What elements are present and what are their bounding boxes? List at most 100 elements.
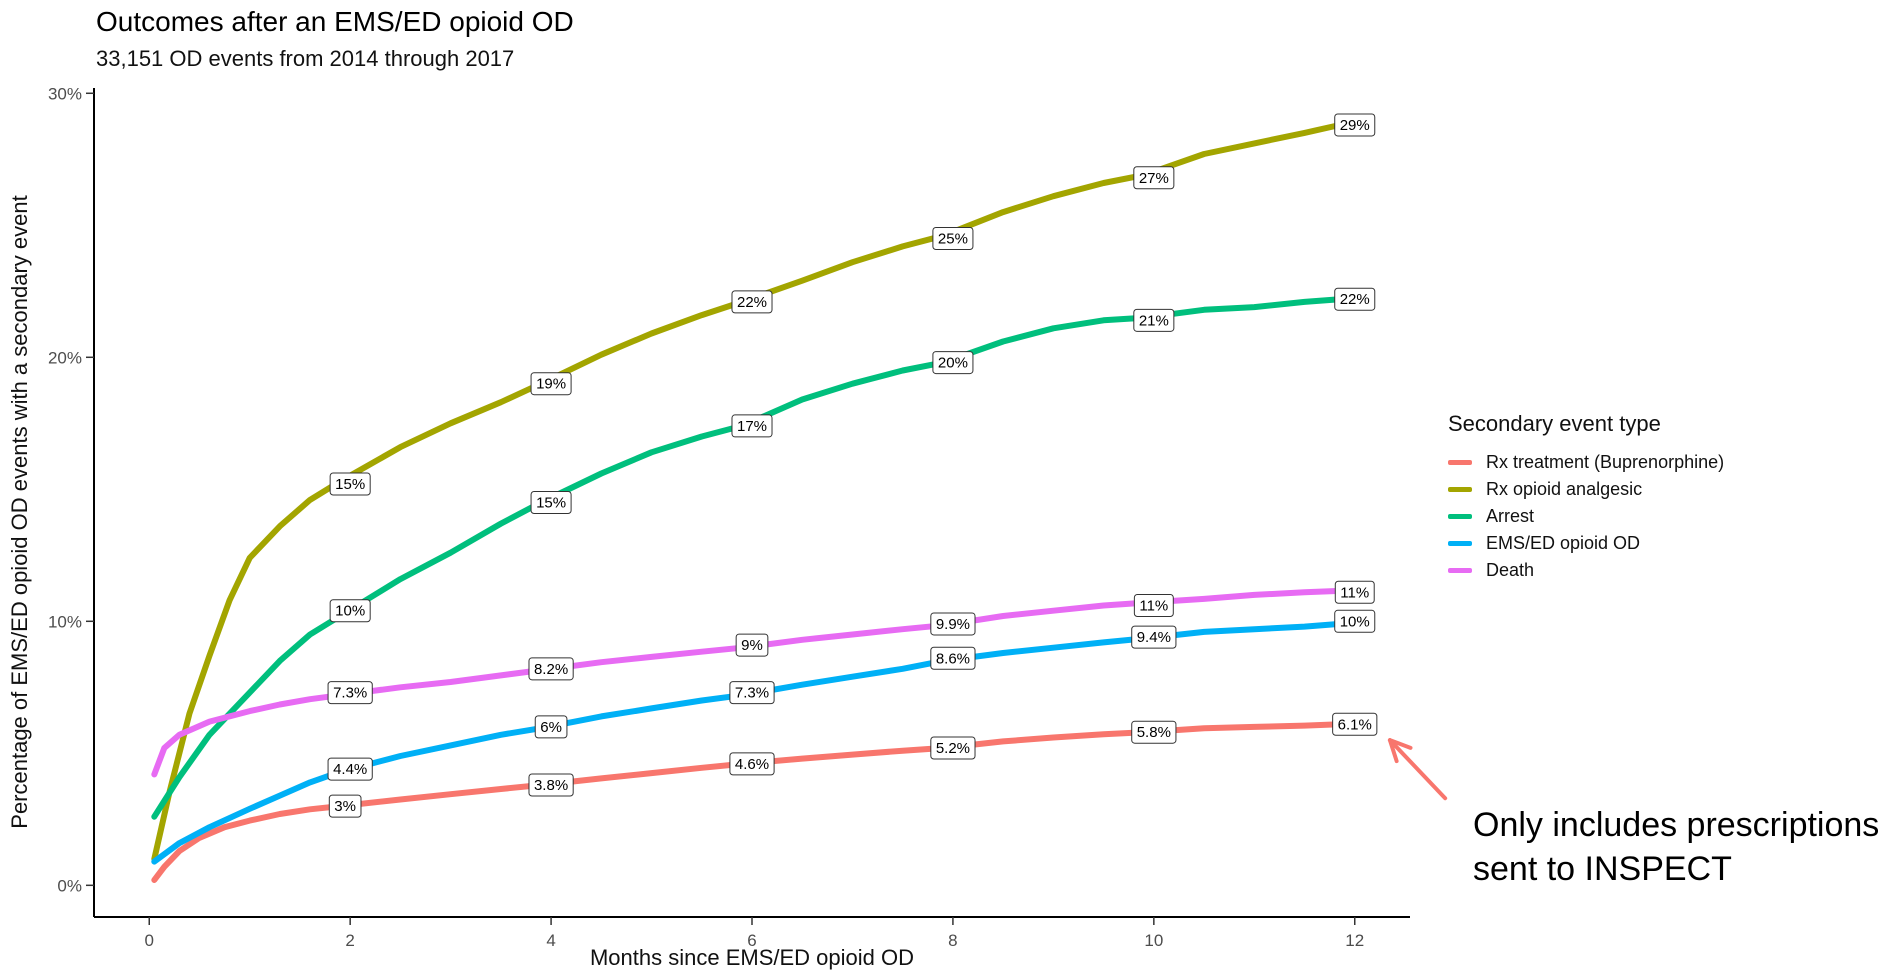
legend-item: EMS/ED opioid OD: [1448, 530, 1724, 557]
series-line: [151, 721, 1343, 883]
data-label-box: [932, 351, 974, 375]
legend-swatch: [1448, 487, 1472, 492]
data-label-box: [329, 472, 371, 496]
legend: Secondary event type Rx treatment (Bupre…: [1448, 411, 1724, 584]
series-line: [151, 296, 1343, 820]
data-label-box: [534, 715, 568, 739]
axes: 0 2 4 6 8 10 12 0% 10% 20% 30%: [48, 84, 1410, 950]
data-label-text: 9%: [741, 637, 763, 654]
y-tick-label: 30%: [48, 84, 82, 103]
data-label: 22%: [731, 290, 773, 314]
legend-label: Death: [1486, 560, 1535, 580]
series-lines: [151, 122, 1343, 883]
data-label-box: [1131, 720, 1177, 744]
data-label-text: 4.6%: [735, 756, 769, 773]
data-label: 29%: [1334, 113, 1376, 137]
data-label: 22%: [1334, 287, 1376, 311]
data-label: 27%: [1133, 166, 1175, 190]
annotation-arrow: [1387, 738, 1448, 801]
x-tick-label: 10: [1144, 931, 1163, 950]
data-label-box: [1133, 166, 1175, 190]
data-label-text: 9.4%: [1137, 629, 1171, 646]
data-label-text: 5.8%: [1137, 724, 1171, 741]
x-tick-label: 2: [345, 931, 354, 950]
data-label-box: [731, 414, 773, 438]
data-label: 9%: [735, 633, 769, 657]
data-label-box: [930, 646, 976, 670]
arrow-head: [1387, 738, 1413, 764]
data-label: 7.3%: [327, 681, 373, 705]
data-label: 3.8%: [528, 773, 574, 797]
data-label: 11%: [1334, 580, 1375, 604]
x-axis-label: Months since EMS/ED opioid OD: [589, 945, 915, 970]
data-label-text: 17%: [737, 418, 767, 435]
y-tick-label: 20%: [48, 348, 82, 367]
legend-label: EMS/ED opioid OD: [1486, 533, 1641, 553]
data-label: 5.2%: [930, 736, 976, 760]
data-label: 15%: [530, 491, 572, 514]
data-label-text: 25%: [938, 230, 968, 247]
data-label-text: 4.4%: [333, 761, 367, 778]
data-label: 7.3%: [729, 681, 775, 705]
data-label-box: [329, 599, 371, 623]
data-label-text: 7.3%: [735, 685, 769, 702]
legend-label: Rx opioid analgesic: [1486, 479, 1643, 499]
legend-title: Secondary event type: [1448, 411, 1661, 436]
data-label-text: 6.1%: [1338, 716, 1372, 733]
data-label-box: [528, 657, 574, 681]
data-label-box: [530, 372, 572, 396]
legend-swatch: [1448, 568, 1472, 573]
data-label: 9.4%: [1131, 625, 1177, 649]
data-label-text: 15%: [335, 476, 365, 493]
data-label: 4.6%: [729, 752, 775, 776]
legend-swatch: [1448, 514, 1472, 519]
data-label-text: 20%: [938, 355, 968, 372]
legend-swatch: [1448, 460, 1472, 465]
data-label-text: 10%: [1340, 613, 1370, 630]
data-label-text: 9.9%: [936, 616, 970, 633]
data-label-box: [327, 757, 373, 781]
data-label: 6.1%: [1332, 712, 1378, 736]
series-line: [151, 122, 1343, 862]
legend-item: Death: [1448, 557, 1724, 584]
chart-subtitle: 33,151 OD events from 2014 through 2017: [96, 46, 515, 71]
data-label: 21%: [1133, 308, 1175, 332]
data-label: 10%: [329, 599, 371, 623]
annotation-line: sent to INSPECT: [1473, 850, 1732, 888]
data-label-text: 8.2%: [534, 661, 568, 678]
data-label: 8.6%: [930, 646, 976, 670]
data-label: 8.2%: [528, 657, 574, 681]
data-label-box: [1332, 712, 1378, 736]
data-label-text: 11%: [1139, 597, 1168, 614]
x-tick-label: 0: [145, 931, 154, 950]
data-label: 6%: [534, 715, 568, 739]
data-label-text: 21%: [1139, 312, 1169, 329]
data-label-box: [930, 736, 976, 760]
data-label-box: [1334, 609, 1376, 633]
legend-label: Rx treatment (Buprenorphine): [1486, 452, 1725, 472]
data-label-text: 11%: [1340, 584, 1369, 601]
data-label-text: 19%: [536, 376, 566, 393]
data-label: 4.4%: [327, 757, 373, 781]
data-label-text: 7.3%: [333, 685, 367, 702]
data-label-box: [1133, 593, 1174, 617]
legend-swatch: [1448, 541, 1472, 546]
series-line: [151, 587, 1343, 778]
data-label-box: [930, 612, 976, 636]
x-tick-label: 4: [546, 931, 555, 950]
data-label: 3%: [328, 794, 362, 818]
data-label: 11%: [1133, 593, 1174, 617]
y-tick-label: 10%: [48, 612, 82, 631]
data-label-text: 6%: [540, 719, 562, 736]
data-label-text: 8.6%: [936, 650, 970, 667]
legend-item: Arrest: [1448, 503, 1724, 530]
data-label-box: [328, 794, 362, 818]
data-label-text: 5.2%: [936, 740, 970, 757]
data-label-box: [729, 681, 775, 705]
legend-item: Rx treatment (Buprenorphine): [1448, 449, 1724, 476]
data-label-box: [1133, 308, 1175, 332]
chart-title: Outcomes after an EMS/ED opioid OD: [96, 6, 574, 37]
data-label: 5.8%: [1131, 720, 1177, 744]
data-label: 20%: [932, 351, 974, 375]
data-label-box: [528, 773, 574, 797]
